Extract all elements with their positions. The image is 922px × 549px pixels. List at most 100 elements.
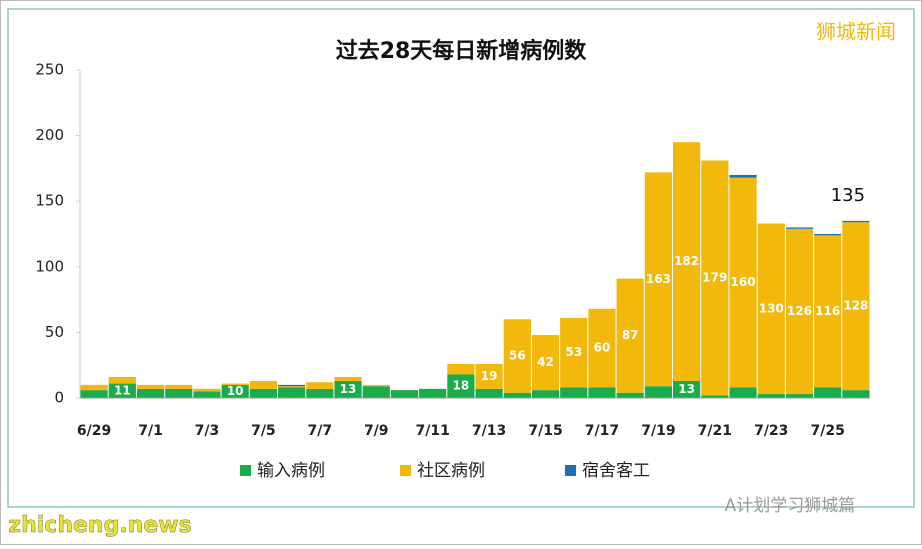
data-label: 13 [340, 382, 357, 396]
legend-swatch [565, 465, 576, 476]
site-watermark: zhicheng.news [8, 513, 191, 538]
bar-segment [475, 388, 503, 398]
bar-segment [785, 394, 814, 398]
legend-swatch [240, 465, 251, 476]
bar-segment [334, 377, 362, 381]
bar-segment [362, 386, 390, 398]
bar-segment [814, 235, 842, 388]
bar-segment [193, 391, 221, 398]
bar-segment [842, 222, 870, 391]
bar-segment [165, 388, 193, 398]
bar-segment [701, 395, 729, 398]
footer: A计划学习狮城篇 [725, 496, 856, 516]
data-label: 126 [787, 304, 812, 318]
data-label: 11 [114, 383, 131, 397]
legend-swatch [400, 465, 411, 476]
bar-segment [278, 386, 306, 388]
bar-segment [757, 223, 785, 395]
bar-segment [419, 388, 447, 398]
bar-segment [673, 380, 701, 398]
bar-segment [729, 177, 757, 388]
bar-segment [447, 374, 475, 398]
y-tick-label: 200 [35, 126, 64, 144]
bar-segment [136, 388, 165, 398]
bar-segment [729, 387, 757, 398]
chart-title: 过去28天每日新增病例数 [336, 38, 588, 64]
bar-segment [278, 384, 306, 387]
y-tick-label: 50 [45, 323, 64, 341]
bar-segment [390, 390, 419, 398]
bar-segment [785, 228, 814, 395]
legend-label: 宿舍客工 [582, 461, 650, 481]
watermark: 狮城新闻 [816, 20, 896, 44]
bar-segment [503, 319, 531, 393]
x-tick-label: 7/5 [251, 423, 276, 439]
bar-segment [814, 387, 842, 398]
bar-segment [842, 390, 870, 398]
bar-segment [447, 363, 475, 375]
bar-segment [503, 392, 531, 398]
x-tick-label: 7/15 [528, 423, 562, 439]
bar-segment [814, 234, 842, 236]
bar-segment [616, 392, 644, 398]
x-tick-label: 7/25 [811, 423, 845, 439]
data-label: 116 [815, 304, 840, 318]
bar-segment [221, 384, 249, 398]
x-tick-label: 7/21 [698, 423, 732, 439]
bar-segment [249, 388, 277, 398]
data-label: 18 [453, 379, 470, 393]
x-tick-label: 7/1 [138, 423, 163, 439]
data-label: 10 [227, 384, 244, 398]
bar-segment [278, 387, 306, 398]
y-tick-label: 0 [54, 389, 64, 407]
x-tick-label: 7/9 [364, 423, 389, 439]
bar-segment [616, 278, 644, 393]
data-label: 163 [646, 272, 671, 286]
x-tick-label: 7/3 [195, 423, 220, 439]
data-label: 160 [731, 275, 756, 289]
x-tick-label: 7/11 [416, 423, 450, 439]
y-tick-label: 250 [35, 61, 64, 79]
x-tick-label: 7/23 [754, 423, 788, 439]
bar-segment [475, 363, 503, 389]
bar-segment [108, 377, 136, 384]
bar-segment [165, 384, 193, 389]
bar-segment [560, 387, 588, 398]
data-label: 182 [674, 254, 699, 268]
bar-segment [136, 384, 165, 389]
data-label: 13 [678, 382, 695, 396]
legend-label: 输入病例 [257, 461, 325, 481]
annotation: 135 [831, 185, 865, 206]
bar-segment [306, 382, 334, 389]
bar-segment [306, 388, 334, 398]
data-label: 42 [537, 355, 554, 369]
bar-segment [531, 335, 560, 391]
bar-segment [644, 386, 672, 398]
data-label: 179 [702, 270, 727, 284]
data-label: 56 [509, 349, 526, 363]
bar-segment [729, 174, 757, 178]
bar-segment [221, 383, 249, 385]
bar-segment [757, 394, 785, 398]
data-label: 87 [622, 328, 639, 342]
x-tick-label: 7/7 [308, 423, 333, 439]
bar-segment [108, 383, 136, 398]
data-label: 19 [481, 369, 498, 383]
bar-segment [588, 387, 616, 398]
data-label: 130 [759, 301, 784, 315]
bar-segment [531, 390, 560, 398]
x-tick-label: 6/29 [77, 423, 111, 439]
bar-segment [588, 308, 616, 388]
x-tick-label: 7/13 [472, 423, 506, 439]
bar-segment [673, 142, 701, 381]
bar-segment [334, 380, 362, 398]
bar-segment [842, 220, 870, 223]
data-label: 53 [565, 345, 582, 359]
bar-segment [80, 390, 108, 398]
bar-segment [249, 380, 277, 389]
bar-segment [701, 160, 729, 396]
bar-segment [560, 317, 588, 388]
x-tick-label: 7/17 [585, 423, 619, 439]
y-tick-label: 150 [35, 192, 64, 210]
